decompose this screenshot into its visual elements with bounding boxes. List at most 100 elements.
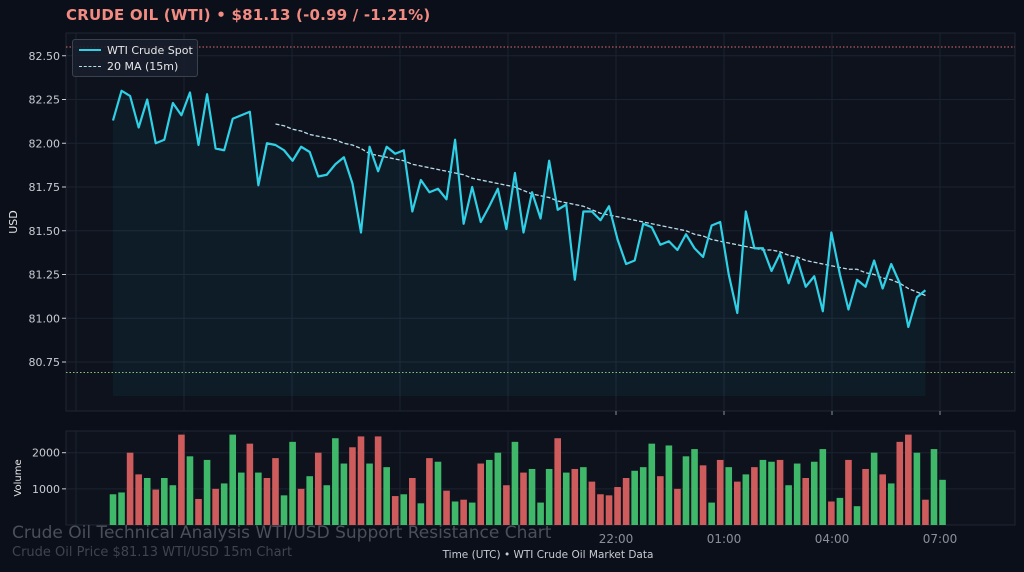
volume-bar bbox=[682, 456, 690, 525]
volume-bar bbox=[391, 496, 399, 525]
volume-y-tick-label: 2000 bbox=[32, 447, 60, 460]
volume-bar bbox=[810, 461, 818, 525]
volume-bar bbox=[314, 452, 322, 525]
volume-bar bbox=[255, 472, 262, 525]
volume-bar bbox=[332, 438, 339, 525]
legend-item-price: WTI Crude Spot bbox=[79, 43, 193, 57]
volume-bar bbox=[571, 468, 579, 525]
volume-bar bbox=[939, 479, 946, 525]
volume-bar bbox=[237, 472, 245, 525]
volume-bar bbox=[785, 485, 792, 525]
watermark-subtitle: Crude Oil Price $81.13 WTI/USD 15m Chart bbox=[12, 545, 293, 560]
volume-bar bbox=[708, 502, 715, 525]
volume-bar bbox=[802, 478, 810, 525]
volume-bar bbox=[417, 503, 425, 525]
volume-bar bbox=[383, 467, 390, 525]
volume-bar bbox=[793, 463, 801, 525]
volume-bar bbox=[776, 459, 784, 525]
price-y-tick-label: 81.00 bbox=[29, 312, 61, 325]
volume-bar bbox=[905, 434, 912, 525]
volume-bar bbox=[768, 461, 775, 525]
volume-bar bbox=[562, 472, 570, 525]
legend-swatch-price bbox=[79, 49, 101, 51]
x-tick-label: 04:00 bbox=[815, 532, 850, 546]
legend-label-ma: 20 MA (15m) bbox=[107, 59, 179, 73]
volume-bar bbox=[272, 458, 279, 525]
volume-bar bbox=[759, 459, 767, 525]
volume-bar bbox=[468, 502, 476, 525]
volume-bar bbox=[297, 488, 305, 525]
current-price: $81.13 bbox=[231, 6, 291, 24]
volume-bar bbox=[186, 456, 194, 525]
volume-bar bbox=[879, 474, 886, 525]
volume-bar bbox=[203, 459, 211, 525]
volume-bar bbox=[828, 501, 835, 525]
volume-bar bbox=[374, 436, 382, 525]
legend-swatch-ma bbox=[79, 65, 101, 67]
price-y-tick-label: 81.50 bbox=[29, 225, 61, 238]
volume-bar bbox=[648, 443, 656, 525]
volume-bar bbox=[699, 465, 707, 525]
volume-bar bbox=[691, 449, 698, 525]
volume-bar bbox=[357, 436, 365, 525]
watermark-title: Crude Oil Technical Analysis WTI/USD Sup… bbox=[12, 523, 552, 543]
volume-bar bbox=[862, 468, 869, 525]
volume-bar bbox=[366, 463, 373, 525]
volume-bar bbox=[220, 483, 228, 525]
volume-bar bbox=[511, 441, 519, 525]
volume-bar bbox=[896, 441, 904, 525]
x-tick-label: 01:00 bbox=[707, 532, 742, 546]
chart-title: CRUDE OIL (WTI) • $81.13 (-0.99 / -1.21%… bbox=[66, 6, 430, 24]
volume-bar bbox=[639, 467, 647, 525]
price-y-tick-label: 81.75 bbox=[29, 181, 61, 194]
volume-bar bbox=[212, 488, 219, 525]
volume-bar bbox=[588, 481, 596, 525]
volume-bar bbox=[725, 467, 733, 525]
price-y-tick-label: 80.75 bbox=[29, 356, 61, 369]
volume-bar bbox=[554, 438, 561, 525]
volume-bar bbox=[485, 459, 493, 525]
volume-bar bbox=[742, 474, 750, 525]
volume-bar bbox=[280, 495, 288, 525]
volume-bar bbox=[545, 468, 553, 525]
volume-bar bbox=[674, 488, 681, 525]
volume-bar bbox=[161, 478, 168, 525]
volume-bar bbox=[631, 470, 638, 525]
ma-series-line bbox=[275, 123, 926, 297]
volume-bar bbox=[340, 463, 348, 525]
volume-bar bbox=[520, 472, 527, 525]
volume-bar bbox=[409, 478, 416, 525]
title-separator: • bbox=[216, 6, 227, 24]
volume-bar bbox=[819, 449, 827, 525]
price-series-line bbox=[111, 89, 927, 329]
volume-bar bbox=[716, 459, 724, 525]
volume-bar bbox=[580, 467, 587, 525]
volume-bar bbox=[126, 452, 134, 525]
volume-bar bbox=[178, 434, 185, 525]
volume-bar bbox=[460, 499, 467, 525]
volume-bar bbox=[528, 468, 536, 525]
volume-bar bbox=[229, 434, 237, 525]
volume-bar bbox=[845, 459, 852, 525]
price-y-tick-label: 82.25 bbox=[29, 94, 61, 107]
volume-bar bbox=[434, 461, 442, 525]
volume-bar bbox=[118, 492, 125, 525]
volume-y-tick-label: 1000 bbox=[32, 483, 60, 496]
volume-bar bbox=[143, 478, 151, 525]
chart-legend: WTI Crude Spot 20 MA (15m) bbox=[72, 39, 198, 77]
volume-bar bbox=[657, 476, 664, 525]
price-y-tick-label: 82.50 bbox=[29, 50, 61, 63]
price-area-fill bbox=[113, 90, 926, 396]
volume-bar bbox=[169, 485, 177, 525]
volume-bar bbox=[426, 458, 433, 525]
volume-y-axis-label: Volume bbox=[13, 459, 24, 496]
price-change: (-0.99 / -1.21%) bbox=[296, 6, 431, 24]
volume-bar bbox=[289, 441, 296, 525]
volume-bar bbox=[605, 495, 613, 525]
volume-bar bbox=[349, 447, 356, 525]
volume-bar bbox=[195, 498, 202, 525]
volume-bar bbox=[323, 485, 331, 525]
legend-label-price: WTI Crude Spot bbox=[107, 43, 193, 57]
volume-bar bbox=[922, 499, 929, 525]
